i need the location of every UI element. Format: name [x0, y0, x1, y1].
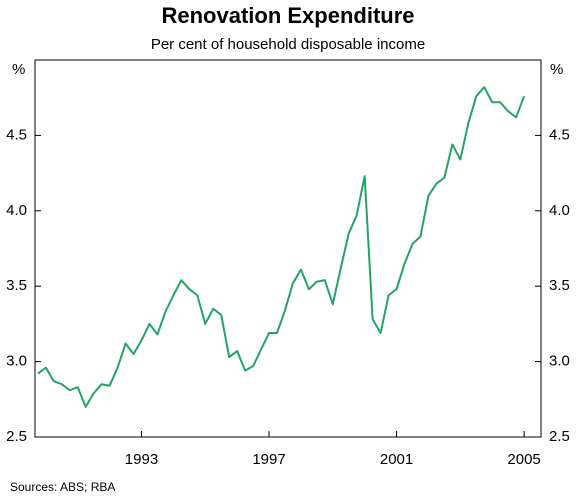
chart-subtitle: Per cent of household disposable income [151, 36, 425, 53]
y-unit-right: % [550, 61, 563, 78]
y-tick-label-right: 3.0 [549, 353, 570, 370]
x-tick-label: 1993 [125, 451, 158, 468]
y-tick-label-right: 4.0 [549, 202, 570, 219]
source-note: Sources: ABS; RBA [10, 480, 115, 494]
chart-title: Renovation Expenditure [161, 3, 414, 28]
data-line [37, 86, 526, 408]
x-tick-label: 2005 [507, 451, 540, 468]
y-tick-label-right: 3.5 [549, 277, 570, 294]
x-tick-label: 1997 [252, 451, 285, 468]
y-tick-label: 2.5 [6, 428, 27, 445]
plot-frame [34, 59, 542, 438]
y-tick-label-right: 4.5 [549, 126, 570, 143]
y-tick-label: 4.0 [6, 202, 27, 219]
y-tick-label: 3.5 [6, 277, 27, 294]
y-tick-label-right: 2.5 [549, 428, 570, 445]
y-unit-left: % [12, 61, 25, 78]
y-tick-label: 4.5 [6, 126, 27, 143]
x-tick-label: 2001 [380, 451, 413, 468]
y-tick-label: 3.0 [6, 353, 27, 370]
